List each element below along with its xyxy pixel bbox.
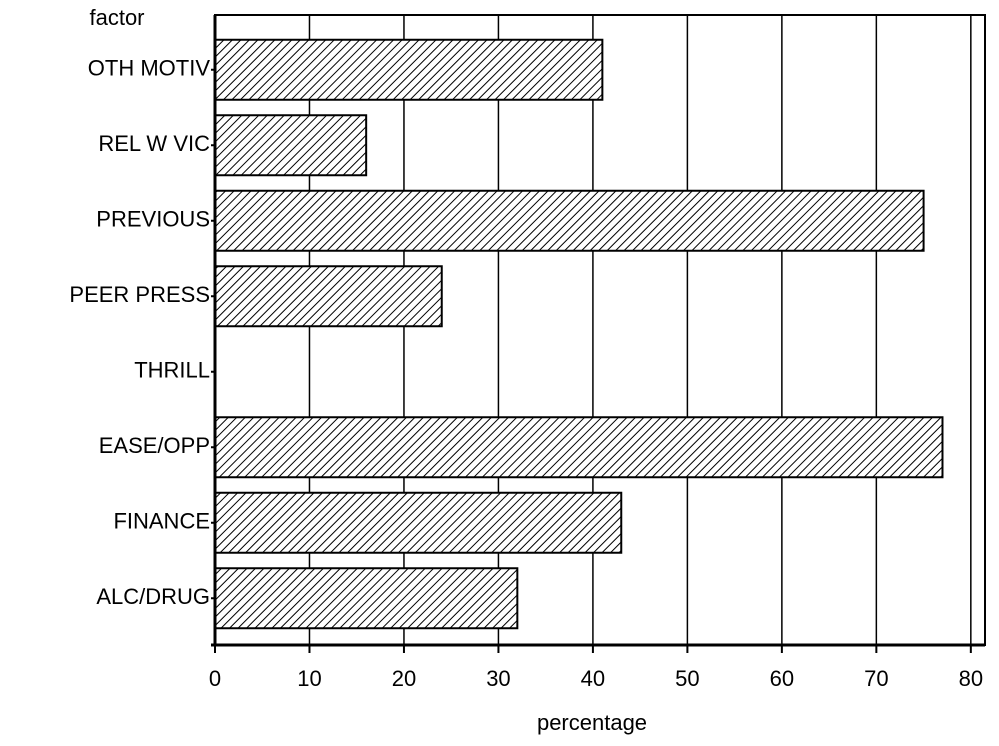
y-tick-label: ALC/DRUG	[96, 584, 210, 609]
x-tick-label: 30	[486, 666, 510, 691]
y-tick-label: FINANCE	[113, 509, 210, 534]
x-tick-label: 70	[864, 666, 888, 691]
bar	[214, 114, 368, 177]
x-axis-title: percentage	[537, 710, 647, 735]
x-tick-label: 50	[675, 666, 699, 691]
bar	[214, 265, 443, 328]
x-tick-label: 10	[297, 666, 321, 691]
y-tick-label: EASE/OPP	[99, 433, 210, 458]
x-tick-label: 0	[209, 666, 221, 691]
x-tick-label: 60	[770, 666, 794, 691]
y-tick-label: THRILL	[134, 358, 210, 383]
x-tick-label: 80	[959, 666, 983, 691]
y-tick-label: OTH MOTIV	[88, 56, 211, 81]
bar	[214, 567, 519, 630]
bar	[214, 491, 623, 554]
y-axis-title: factor	[89, 5, 144, 30]
y-tick-label: REL W VIC	[98, 131, 210, 156]
bar	[214, 416, 944, 479]
bar	[214, 189, 925, 252]
y-tick-label: PREVIOUS	[96, 207, 210, 232]
bar	[214, 38, 604, 101]
y-tick-label: PEER PRESS	[69, 282, 210, 307]
x-tick-label: 20	[392, 666, 416, 691]
x-tick-label: 40	[581, 666, 605, 691]
